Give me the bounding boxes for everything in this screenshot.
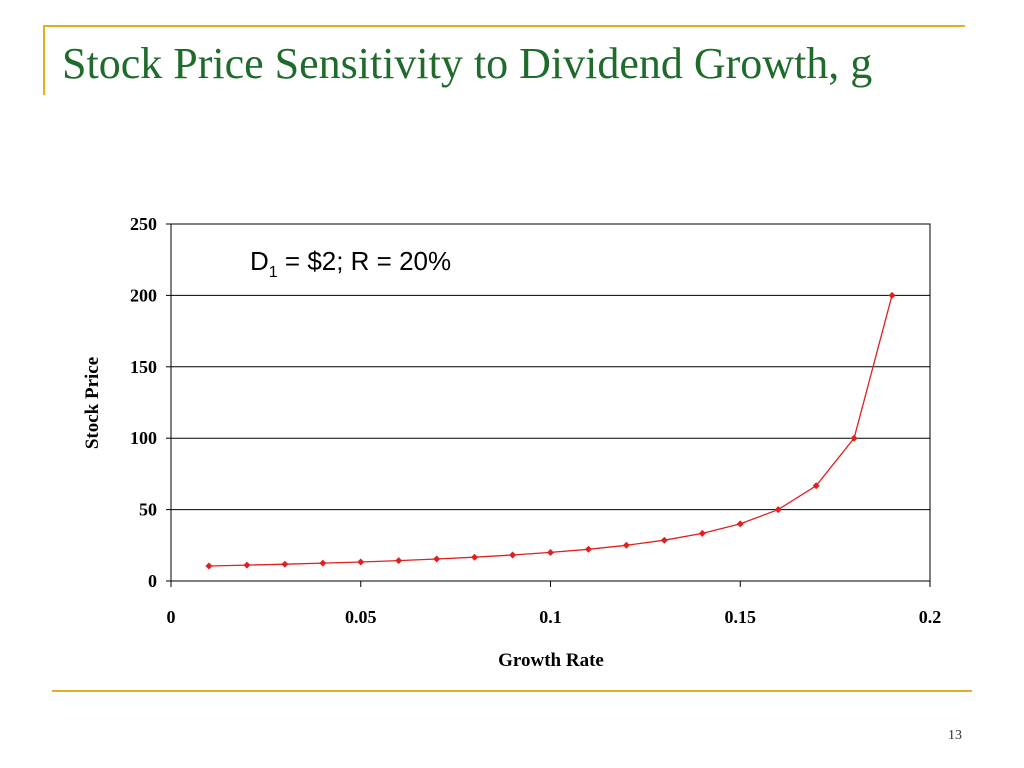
- data-point-marker: [243, 561, 251, 569]
- y-tick-label: 100: [130, 428, 157, 448]
- data-point-marker: [357, 558, 365, 566]
- bottom-accent-rule: [52, 690, 972, 692]
- x-tick-label: 0.05: [345, 607, 377, 627]
- data-point-marker: [319, 559, 327, 567]
- y-axis-title: Stock Price: [82, 357, 103, 449]
- x-tick-label: 0: [167, 607, 176, 627]
- y-tick-label: 200: [130, 285, 157, 305]
- page-number: 13: [948, 728, 962, 743]
- x-tick-label: 0.15: [725, 607, 757, 627]
- top-accent-rule: [43, 25, 965, 27]
- data-point-marker: [509, 551, 517, 559]
- chart-annotation: D1 = $2; R = 20%: [250, 246, 451, 281]
- data-point-marker: [888, 291, 896, 299]
- data-point-marker: [584, 545, 592, 553]
- data-point-marker: [774, 506, 782, 514]
- data-point-marker: [660, 536, 668, 544]
- series-line: [208, 295, 893, 567]
- x-axis-title: Growth Rate: [498, 650, 604, 671]
- data-point-marker: [736, 520, 744, 528]
- y-tick-label: 150: [130, 357, 157, 377]
- plot-area-frame: [170, 223, 931, 582]
- data-point-marker: [205, 562, 213, 570]
- left-accent-rule: [43, 25, 45, 95]
- x-tick-label: 0.2: [919, 607, 942, 627]
- slide-title: Stock Price Sensitivity to Dividend Grow…: [62, 39, 873, 88]
- x-tick-label: 0.1: [539, 607, 562, 627]
- gridlines: [171, 294, 930, 511]
- data-point-marker: [395, 557, 403, 565]
- tick-labels: 0 50 100 150 200 250 0 0.05 0.1 0.15 0.2: [130, 214, 941, 627]
- data-point-marker: [547, 548, 554, 556]
- axis-ticks: [166, 223, 931, 587]
- data-point-marker: [471, 553, 479, 561]
- y-tick-label: 50: [139, 500, 157, 520]
- data-point-marker: [433, 555, 441, 563]
- y-tick-label: 0: [148, 571, 157, 591]
- data-point-marker: [281, 560, 289, 568]
- y-tick-label: 250: [130, 214, 157, 234]
- data-point-marker: [698, 529, 706, 537]
- data-point-marker: [850, 434, 858, 442]
- data-series: [205, 291, 896, 570]
- data-point-marker: [812, 482, 820, 490]
- data-point-marker: [622, 541, 630, 549]
